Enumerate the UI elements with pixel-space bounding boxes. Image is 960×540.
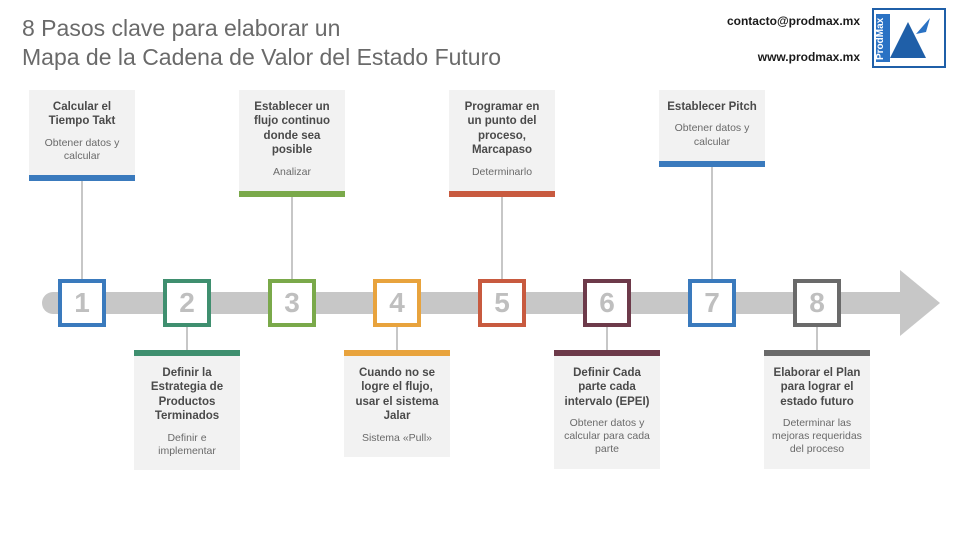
- timeline-arrow-head: [900, 270, 940, 336]
- card-stripe: [554, 350, 660, 356]
- connector-6: [606, 327, 608, 350]
- step-box-8: 8: [793, 279, 841, 327]
- contact-email: contacto@prodmax.mx: [727, 14, 860, 28]
- page-title: 8 Pasos clave para elaborar un Mapa de l…: [22, 14, 501, 72]
- card-subtitle: Definir e implementar: [142, 432, 232, 458]
- card-title: Calcular el Tiempo Takt: [37, 100, 127, 129]
- card-stripe: [659, 161, 765, 167]
- card-subtitle: Sistema «Pull»: [352, 432, 442, 445]
- step-card-7: Establecer Pitch Obtener datos y calcular: [659, 90, 765, 161]
- card-subtitle: Determinar las mejoras requeridas del pr…: [772, 417, 862, 456]
- card-subtitle: Determinarlo: [457, 166, 547, 179]
- prodmax-logo: ProdMax: [872, 8, 946, 68]
- step-card-1: Calcular el Tiempo Takt Obtener datos y c…: [29, 90, 135, 175]
- card-title: Establecer un flujo continuo donde sea p…: [247, 100, 337, 158]
- card-subtitle: Analizar: [247, 166, 337, 179]
- step-card-3: Establecer un flujo continuo donde sea p…: [239, 90, 345, 191]
- step-box-7: 7: [688, 279, 736, 327]
- step-box-6: 6: [583, 279, 631, 327]
- card-title: Elaborar el Plan para lograr el estado f…: [772, 366, 862, 409]
- card-stripe: [449, 191, 555, 197]
- connector-8: [816, 327, 818, 350]
- card-stripe: [344, 350, 450, 356]
- connector-7: [711, 167, 713, 279]
- step-card-4: Cuando no se logre el flujo, usar el sis…: [344, 356, 450, 457]
- connector-1: [81, 181, 83, 279]
- step-box-3: 3: [268, 279, 316, 327]
- logo-text: ProdMax: [875, 17, 886, 60]
- website-url: www.prodmax.mx: [758, 50, 860, 64]
- step-box-2: 2: [163, 279, 211, 327]
- card-title: Establecer Pitch: [667, 100, 757, 114]
- card-title: Definir la Estrategia de Productos Termi…: [142, 366, 232, 424]
- card-stripe: [134, 350, 240, 356]
- card-title: Cuando no se logre el flujo, usar el sis…: [352, 366, 442, 424]
- step-box-1: 1: [58, 279, 106, 327]
- card-stripe: [239, 191, 345, 197]
- step-card-6: Definir Cada parte cada intervalo (EPEI)…: [554, 356, 660, 469]
- card-subtitle: Obtener datos y calcular: [667, 122, 757, 148]
- card-title: Programar en un punto del proceso, Marca…: [457, 100, 547, 158]
- connector-2: [186, 327, 188, 350]
- connector-4: [396, 327, 398, 350]
- card-stripe: [764, 350, 870, 356]
- connector-5: [501, 197, 503, 279]
- connector-3: [291, 197, 293, 279]
- step-card-2: Definir la Estrategia de Productos Termi…: [134, 356, 240, 470]
- card-title: Definir Cada parte cada intervalo (EPEI): [562, 366, 652, 409]
- title-line-2: Mapa de la Cadena de Valor del Estado Fu…: [22, 44, 501, 70]
- step-box-5: 5: [478, 279, 526, 327]
- title-line-1: 8 Pasos clave para elaborar un: [22, 15, 340, 41]
- card-subtitle: Obtener datos y calcular para cada parte: [562, 417, 652, 456]
- step-box-4: 4: [373, 279, 421, 327]
- step-card-5: Programar en un punto del proceso, Marca…: [449, 90, 555, 191]
- step-card-8: Elaborar el Plan para lograr el estado f…: [764, 356, 870, 469]
- card-subtitle: Obtener datos y calcular: [37, 137, 127, 163]
